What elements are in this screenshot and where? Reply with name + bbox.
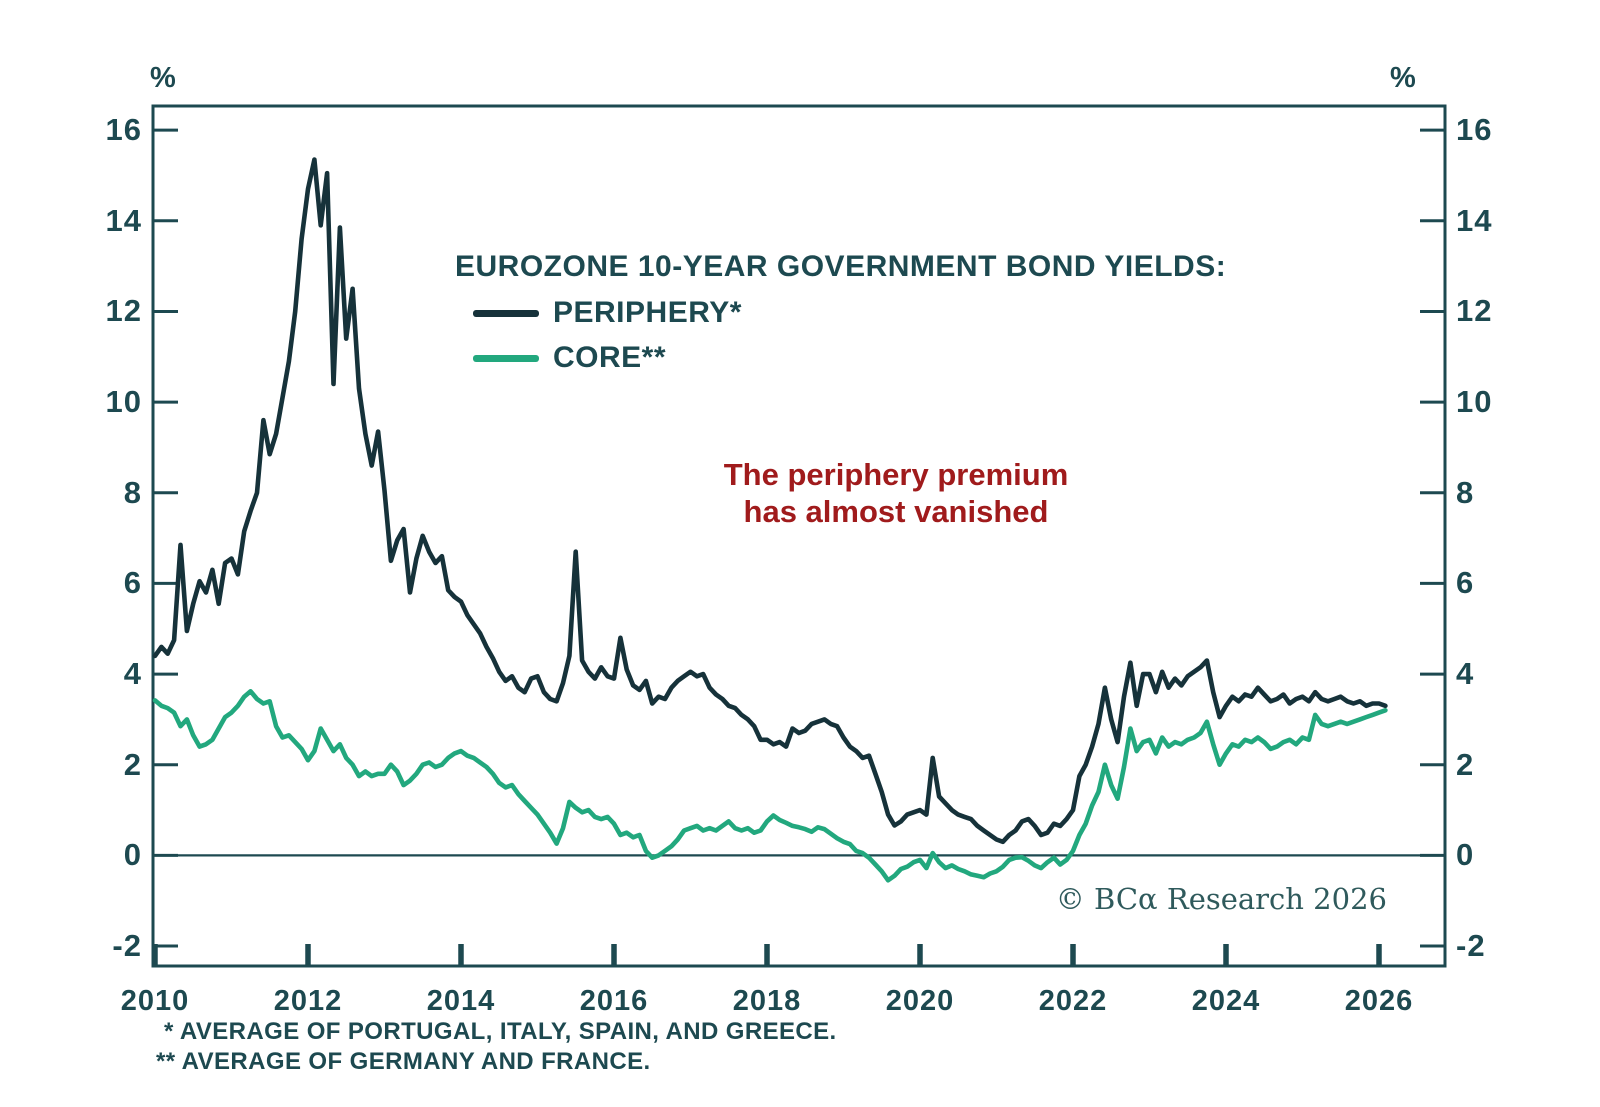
annotation-line-2: has almost vanished (743, 494, 1049, 529)
y-tick-label-left-4: 4 (123, 656, 142, 692)
y-tick-label-left--2: -2 (112, 928, 142, 964)
chart-title: EUROZONE 10-YEAR GOVERNMENT BOND YIELDS: (455, 250, 1227, 283)
periphery-line-swatch (473, 309, 539, 317)
y-axis-unit-left: % (150, 62, 177, 94)
core-line-swatch (473, 354, 539, 362)
y-tick-label-right-14: 14 (1456, 202, 1493, 238)
x-tick-label-2010: 2010 (120, 985, 190, 1017)
y-tick-label-right-0: 0 (1456, 837, 1475, 873)
x-tick-label-2020: 2020 (885, 985, 955, 1017)
y-tick-label-left-2: 2 (123, 746, 142, 782)
y-tick-label-left-6: 6 (123, 565, 142, 601)
x-tick-label-2024: 2024 (1191, 985, 1261, 1017)
y-tick-label-left-8: 8 (123, 474, 142, 510)
series-line-core (152, 688, 1388, 883)
y-tick-label-left-14: 14 (105, 202, 142, 238)
footnote-core-definition: ** AVERAGE OF GERMANY AND FRANCE. (156, 1048, 651, 1075)
x-tick-label-2014: 2014 (426, 985, 496, 1017)
legend-item-periphery: PERIPHERY* (473, 296, 742, 330)
y-tick-label-right-6: 6 (1456, 565, 1475, 601)
x-tick-label-2026: 2026 (1344, 985, 1414, 1017)
y-tick-label-right-2: 2 (1456, 746, 1475, 782)
y-axis-unit-right: % (1390, 62, 1417, 94)
x-tick-label-2022: 2022 (1038, 985, 1108, 1017)
y-tick-label-left-12: 12 (105, 293, 142, 329)
annotation-line-1: The periphery premium (723, 457, 1069, 492)
copyright-notice: © BCα Research 2026 (1055, 882, 1387, 916)
y-tick-label-right-10: 10 (1456, 384, 1493, 420)
y-tick-label-right-12: 12 (1456, 293, 1493, 329)
legend-label-periphery: PERIPHERY* (553, 296, 742, 329)
y-tick-label-left-0: 0 (123, 837, 142, 873)
footnote-periphery-definition: * AVERAGE OF PORTUGAL, ITALY, SPAIN, AND… (164, 1018, 837, 1045)
y-tick-label-right-8: 8 (1456, 474, 1475, 510)
y-tick-label-left-10: 10 (105, 384, 142, 420)
x-tick-label-2016: 2016 (579, 985, 649, 1017)
y-tick-label-right-4: 4 (1456, 656, 1475, 692)
annotation: The periphery premium has almost vanishe… (646, 456, 1146, 530)
plot-border (151, 104, 1447, 968)
series-line-periphery (152, 157, 1388, 845)
y-tick-label-right--2: -2 (1456, 928, 1486, 964)
y-tick-label-right-16: 16 (1456, 112, 1493, 148)
legend-label-core: CORE** (553, 341, 667, 374)
x-tick-label-2018: 2018 (732, 985, 802, 1017)
y-tick-label-left-16: 16 (105, 112, 142, 148)
x-tick-label-2012: 2012 (273, 985, 343, 1017)
legend-item-core: CORE** (473, 341, 666, 375)
